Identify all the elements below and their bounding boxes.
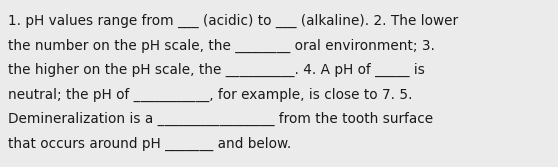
Text: the number on the pH scale, the ________ oral environment; 3.: the number on the pH scale, the ________… — [8, 39, 435, 53]
Text: 1. pH values range from ___ (acidic) to ___ (alkaline). 2. The lower: 1. pH values range from ___ (acidic) to … — [8, 14, 458, 28]
Text: that occurs around pH _______ and below.: that occurs around pH _______ and below. — [8, 136, 291, 151]
Text: the higher on the pH scale, the __________. 4. A pH of _____ is: the higher on the pH scale, the ________… — [8, 63, 425, 77]
Text: Demineralization is a _________________ from the tooth surface: Demineralization is a _________________ … — [8, 112, 433, 126]
Text: neutral; the pH of ___________, for example, is close to 7. 5.: neutral; the pH of ___________, for exam… — [8, 88, 412, 102]
